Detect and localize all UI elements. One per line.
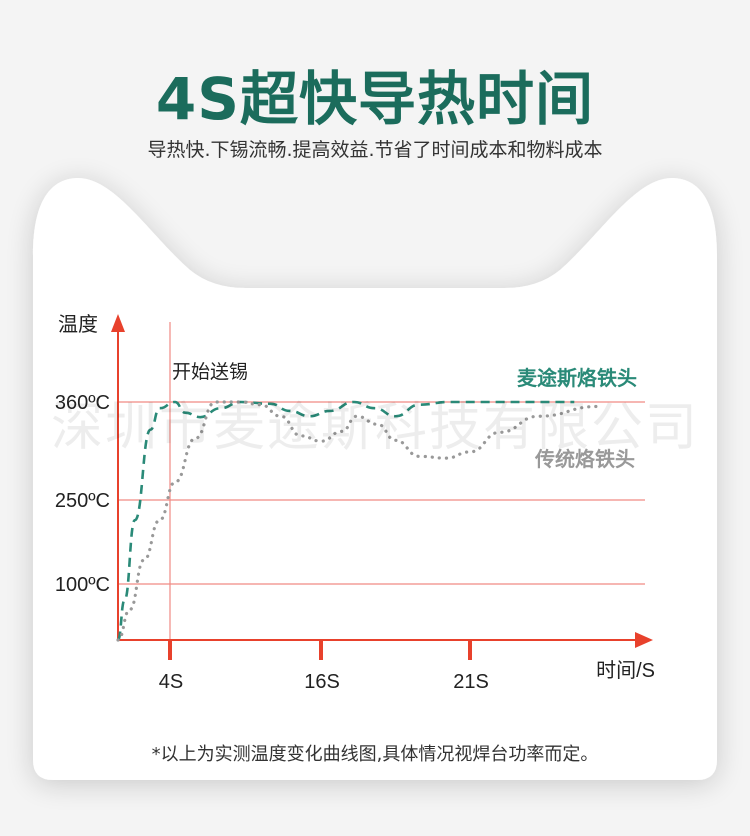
x-axis-arrow [635, 632, 653, 648]
series-label-2: 传统烙铁头 [534, 447, 635, 471]
annotation-label: 开始送锡 [172, 361, 248, 383]
page-subtitle: 导热快.下锡流畅.提高效益.节省了时间成本和物料成本 [147, 139, 603, 161]
watermark: 深圳市麦途斯科技有限公司 [51, 398, 699, 458]
y-axis-arrow [111, 314, 125, 332]
x-tick-label: 21S [453, 671, 489, 693]
page-title: 4S超快导热时间 [155, 65, 595, 133]
series-label-1: 麦途斯烙铁头 [517, 366, 637, 390]
y-axis-label: 温度 [58, 313, 98, 336]
y-tick-label: 360ºC [55, 392, 110, 414]
x-tick-label: 16S [304, 671, 340, 693]
x-axis-label: 时间/S [596, 659, 655, 682]
y-tick-label: 100ºC [55, 574, 110, 596]
y-tick-label: 250ºC [55, 490, 110, 512]
footnote: *以上为实测温度变化曲线图,具体情况视焊台功率而定。 [151, 744, 599, 765]
series-line-1 [116, 400, 575, 642]
x-tick-label: 4S [159, 671, 183, 693]
series-line-2 [116, 400, 600, 642]
